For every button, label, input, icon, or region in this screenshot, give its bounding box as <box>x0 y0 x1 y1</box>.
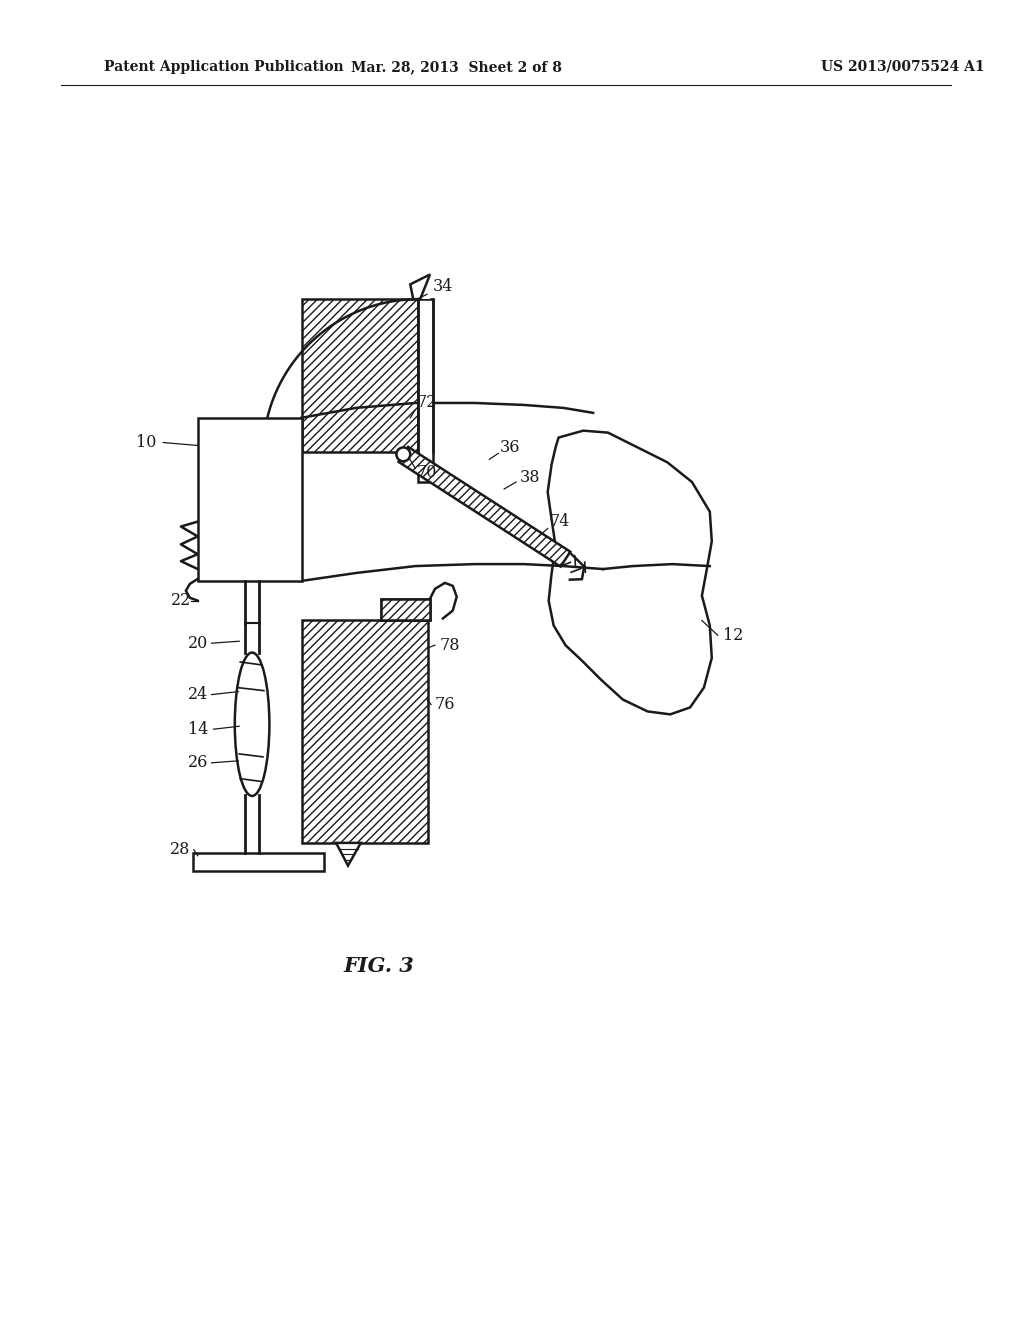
Polygon shape <box>411 275 430 300</box>
Text: 38: 38 <box>519 469 540 486</box>
Polygon shape <box>548 430 712 714</box>
Polygon shape <box>336 843 360 866</box>
Bar <box>301 620 428 843</box>
Text: 70: 70 <box>417 463 437 480</box>
Text: 12: 12 <box>723 627 743 644</box>
Text: 20: 20 <box>187 635 208 652</box>
Text: 22: 22 <box>171 593 191 610</box>
Text: 34: 34 <box>433 277 453 294</box>
Bar <box>381 599 430 620</box>
Text: 72: 72 <box>417 395 437 412</box>
Text: 78: 78 <box>439 636 460 653</box>
Ellipse shape <box>234 652 269 796</box>
Text: 24: 24 <box>187 686 208 704</box>
Text: 74: 74 <box>549 513 569 531</box>
Text: 10: 10 <box>136 434 157 451</box>
Polygon shape <box>398 447 570 566</box>
Bar <box>193 853 325 871</box>
Text: 36: 36 <box>500 440 520 455</box>
Text: US 2013/0075524 A1: US 2013/0075524 A1 <box>820 59 984 74</box>
Text: 76: 76 <box>434 696 455 713</box>
Text: 28: 28 <box>170 841 190 858</box>
Text: 14: 14 <box>187 721 208 738</box>
Text: FIG. 3: FIG. 3 <box>343 957 414 977</box>
Polygon shape <box>411 275 430 300</box>
Bar <box>418 300 433 482</box>
Bar <box>198 418 301 581</box>
Circle shape <box>396 447 411 461</box>
Text: Patent Application Publication: Patent Application Publication <box>103 59 343 74</box>
Bar <box>301 300 418 453</box>
Text: Mar. 28, 2013  Sheet 2 of 8: Mar. 28, 2013 Sheet 2 of 8 <box>351 59 562 74</box>
Bar <box>381 599 430 620</box>
Text: 26: 26 <box>187 754 208 771</box>
